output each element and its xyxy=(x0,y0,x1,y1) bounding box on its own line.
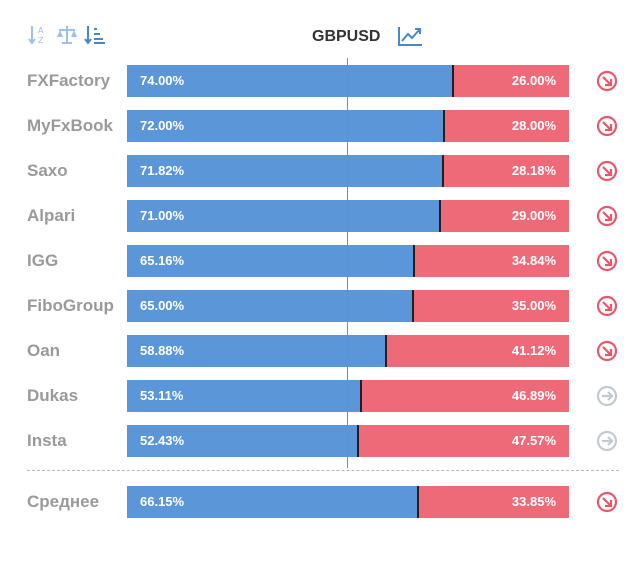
broker-name: Среднее xyxy=(27,492,100,511)
header: A Z GBPUSD xyxy=(0,0,639,60)
sentiment-bar[interactable]: 65.00% 35.00% xyxy=(127,290,569,322)
long-segment: 58.88% xyxy=(127,335,388,367)
arrow-down-right-icon[interactable] xyxy=(596,295,618,317)
divider xyxy=(27,470,619,471)
broker-name: FiboGroup xyxy=(27,296,114,315)
broker-name: Oan xyxy=(27,341,61,360)
short-percent: 28.18% xyxy=(511,163,556,178)
long-segment: 66.15% xyxy=(127,486,420,518)
long-segment: 65.16% xyxy=(127,245,415,277)
short-segment: 35.00% xyxy=(414,290,569,322)
sort-controls: A Z xyxy=(28,24,106,46)
broker-row: IGG 65.16% 34.84% xyxy=(0,245,639,277)
arrow-down-right-icon[interactable] xyxy=(596,115,618,137)
long-percent: 71.00% xyxy=(140,208,185,223)
short-percent: 26.00% xyxy=(511,73,556,88)
short-segment: 41.12% xyxy=(387,335,569,367)
short-percent: 47.57% xyxy=(511,433,556,448)
broker-name: Alpari xyxy=(27,206,76,225)
sentiment-bar[interactable]: 72.00% 28.00% xyxy=(127,110,569,142)
broker-name: Insta xyxy=(27,431,67,450)
svg-text:A: A xyxy=(38,26,44,35)
sentiment-bar[interactable]: 74.00% 26.00% xyxy=(127,65,569,97)
center-line xyxy=(347,58,348,468)
long-percent: 66.15% xyxy=(140,494,185,509)
short-segment: 28.18% xyxy=(444,155,569,187)
long-segment: 65.00% xyxy=(127,290,415,322)
broker-row: Alpari 71.00% 29.00% xyxy=(0,200,639,232)
short-percent: 41.12% xyxy=(511,343,556,358)
long-percent: 72.00% xyxy=(140,118,185,133)
broker-name: FXFactory xyxy=(27,71,111,90)
short-segment: 29.00% xyxy=(440,200,569,232)
short-segment: 34.84% xyxy=(415,245,569,277)
long-segment: 71.00% xyxy=(127,200,441,232)
short-percent: 33.85% xyxy=(511,494,556,509)
broker-name: Dukas xyxy=(27,386,79,405)
long-segment: 72.00% xyxy=(127,110,446,142)
short-percent: 29.00% xyxy=(511,208,556,223)
arrow-down-right-icon[interactable] xyxy=(596,491,618,513)
svg-text:Z: Z xyxy=(38,36,44,45)
broker-row: FXFactory 74.00% 26.00% xyxy=(0,65,639,97)
arrow-down-right-icon[interactable] xyxy=(596,205,618,227)
long-percent: 65.16% xyxy=(140,253,185,268)
arrow-right-icon[interactable] xyxy=(596,430,618,452)
broker-row: Среднее 66.15% 33.85% xyxy=(0,486,639,518)
arrow-down-right-icon[interactable] xyxy=(596,160,618,182)
long-percent: 58.88% xyxy=(140,343,185,358)
short-segment: 26.00% xyxy=(454,65,569,97)
short-percent: 34.84% xyxy=(511,253,556,268)
sort-alpha-icon[interactable]: A Z xyxy=(28,24,50,46)
broker-row: Dukas 53.11% 46.89% xyxy=(0,380,639,412)
broker-name: MyFxBook xyxy=(27,116,113,135)
long-segment: 71.82% xyxy=(127,155,445,187)
broker-row: Insta 52.43% 47.57% xyxy=(0,425,639,457)
long-percent: 52.43% xyxy=(140,433,185,448)
symbol-title: GBPUSD xyxy=(312,28,381,45)
short-segment: 33.85% xyxy=(419,486,569,518)
long-segment: 53.11% xyxy=(127,380,362,412)
short-percent: 35.00% xyxy=(511,298,556,313)
sort-amount-icon[interactable] xyxy=(84,24,106,46)
broker-name: IGG xyxy=(27,251,59,270)
long-percent: 65.00% xyxy=(140,298,185,313)
long-percent: 53.11% xyxy=(140,388,184,403)
broker-row: Saxo 71.82% 28.18% xyxy=(0,155,639,187)
balance-scale-icon[interactable] xyxy=(56,24,78,46)
long-segment: 74.00% xyxy=(127,65,455,97)
short-segment: 47.57% xyxy=(358,425,569,457)
long-percent: 74.00% xyxy=(140,73,185,88)
arrow-down-right-icon[interactable] xyxy=(596,70,618,92)
short-segment: 28.00% xyxy=(445,110,569,142)
sentiment-bar[interactable]: 71.82% 28.18% xyxy=(127,155,569,187)
short-segment: 46.89% xyxy=(361,380,569,412)
sentiment-bar[interactable]: 71.00% 29.00% xyxy=(127,200,569,232)
long-segment: 52.43% xyxy=(127,425,359,457)
sentiment-bar[interactable]: 66.15% 33.85% xyxy=(127,486,569,518)
line-chart-icon[interactable] xyxy=(397,25,423,47)
broker-row: Oan 58.88% 41.12% xyxy=(0,335,639,367)
broker-row: FiboGroup 65.00% 35.00% xyxy=(0,290,639,322)
short-percent: 46.89% xyxy=(511,388,556,403)
broker-name: Saxo xyxy=(27,161,68,180)
arrow-right-icon[interactable] xyxy=(596,385,618,407)
broker-row: MyFxBook 72.00% 28.00% xyxy=(0,110,639,142)
long-percent: 71.82% xyxy=(140,163,185,178)
sentiment-bar[interactable]: 65.16% 34.84% xyxy=(127,245,569,277)
sentiment-bar[interactable]: 58.88% 41.12% xyxy=(127,335,569,367)
short-percent: 28.00% xyxy=(511,118,556,133)
arrow-down-right-icon[interactable] xyxy=(596,250,618,272)
sentiment-bar[interactable]: 53.11% 46.89% xyxy=(127,380,569,412)
arrow-down-right-icon[interactable] xyxy=(596,340,618,362)
sentiment-bar[interactable]: 52.43% 47.57% xyxy=(127,425,569,457)
